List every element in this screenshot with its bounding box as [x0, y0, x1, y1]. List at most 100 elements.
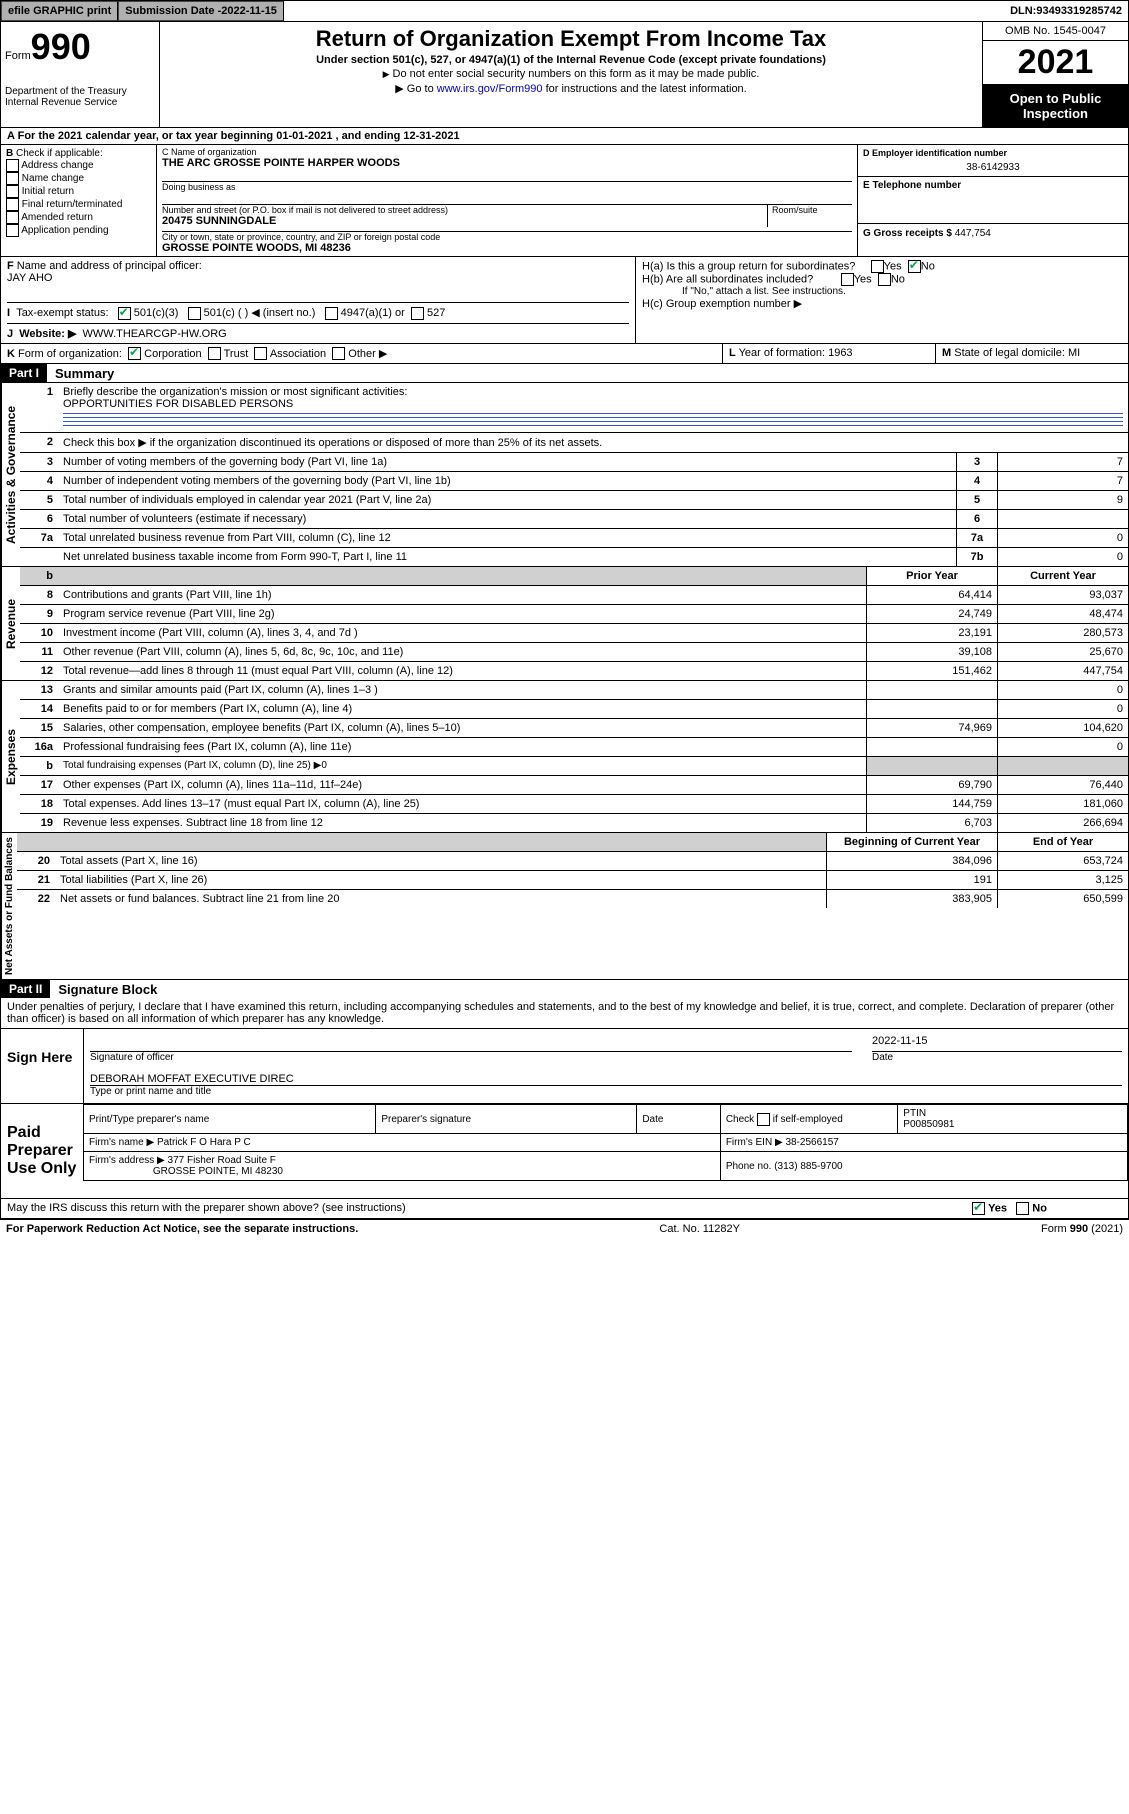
l13: Grants and similar amounts paid (Part IX… — [58, 681, 867, 700]
prep-name-label: Print/Type preparer's name — [89, 1114, 209, 1125]
l1-mission-val: OPPORTUNITIES FOR DISABLED PERSONS — [63, 398, 293, 410]
room-label: Room/suite — [772, 205, 852, 215]
cb-trust[interactable] — [208, 347, 221, 360]
officer-name: JAY AHO — [7, 272, 52, 284]
efile-btn[interactable]: efile GRAPHIC print — [1, 1, 118, 21]
cb-assoc[interactable] — [254, 347, 267, 360]
l17: Other expenses (Part IX, column (A), lin… — [58, 776, 867, 795]
l10-c: 280,573 — [998, 624, 1129, 643]
cb-other[interactable] — [332, 347, 345, 360]
l9: Program service revenue (Part VIII, line… — [58, 605, 867, 624]
l5-val: 9 — [998, 491, 1129, 510]
l13-p — [867, 681, 998, 700]
prep-date-label: Date — [642, 1114, 663, 1125]
cb-ha-no[interactable] — [908, 260, 921, 273]
prep-sig-label: Preparer's signature — [381, 1114, 471, 1125]
declaration: Under penalties of perjury, I declare th… — [1, 998, 1128, 1028]
form-number: Form990 — [5, 26, 155, 68]
cb-501c3[interactable] — [118, 307, 131, 320]
cb-amended[interactable] — [6, 211, 19, 224]
street-label: Number and street (or P.O. box if mail i… — [162, 205, 767, 215]
l15-c: 104,620 — [998, 719, 1129, 738]
cb-address-change[interactable] — [6, 159, 19, 172]
row-a-period: A For the 2021 calendar year, or tax yea… — [1, 127, 1128, 144]
l18-p: 144,759 — [867, 795, 998, 814]
i-tax-status: Tax-exempt status: — [16, 307, 108, 319]
goto-link: ▶ Go to www.irs.gov/Form990 for instruct… — [168, 82, 974, 95]
prior-year-hdr: Prior Year — [867, 567, 998, 586]
e-phone-label: E Telephone number — [863, 180, 961, 191]
submission-date: Submission Date - 2022-11-15 — [118, 1, 284, 21]
cb-527[interactable] — [411, 307, 424, 320]
cb-final-return[interactable] — [6, 198, 19, 211]
begin-year-hdr: Beginning of Current Year — [827, 833, 998, 852]
cb-4947[interactable] — [325, 307, 338, 320]
self-emp: Check if self-employed — [726, 1114, 843, 1125]
cb-name-change[interactable] — [6, 172, 19, 185]
l6-val — [998, 510, 1129, 529]
h-c: H(c) Group exemption number ▶ — [642, 297, 1122, 310]
f-officer-label: Name and address of principal officer: — [17, 260, 202, 272]
l11-p: 39,108 — [867, 643, 998, 662]
gross-receipts: 447,754 — [955, 228, 991, 239]
firm-name: Patrick F O Hara P C — [157, 1137, 251, 1148]
ptin-label: PTIN — [903, 1108, 926, 1119]
cb-ha-yes[interactable] — [871, 260, 884, 273]
l15: Salaries, other compensation, employee b… — [58, 719, 867, 738]
c-name-label: C Name of organization — [162, 147, 852, 157]
form-header: Form990 Department of the Treasury Inter… — [1, 22, 1128, 127]
dln: DLN: 93493319285742 — [1004, 1, 1128, 21]
irs-label: Internal Revenue Service — [5, 97, 155, 108]
l20: Total assets (Part X, line 16) — [55, 852, 827, 871]
cb-501c[interactable] — [188, 307, 201, 320]
cb-initial-return[interactable] — [6, 185, 19, 198]
end-year-hdr: End of Year — [998, 833, 1129, 852]
l15-p: 74,969 — [867, 719, 998, 738]
side-governance: Activities & Governance — [1, 383, 20, 566]
l21-c: 3,125 — [998, 871, 1129, 890]
cb-app-pending[interactable] — [6, 224, 19, 237]
dept-treasury: Department of the Treasury — [5, 86, 155, 97]
l1-mission: Briefly describe the organization's miss… — [63, 386, 407, 398]
firm-phone: (313) 885-9700 — [774, 1161, 842, 1172]
cb-hb-no[interactable] — [878, 273, 891, 286]
cb-hb-yes[interactable] — [841, 273, 854, 286]
section-b: B Check if applicable: Address change Na… — [1, 145, 157, 256]
l7a: Total unrelated business revenue from Pa… — [58, 529, 957, 548]
irs-link[interactable]: www.irs.gov/Form990 — [437, 83, 543, 95]
l9-p: 24,749 — [867, 605, 998, 624]
l14: Benefits paid to or for members (Part IX… — [58, 700, 867, 719]
l5: Total number of individuals employed in … — [58, 491, 957, 510]
l2-checkbox: Check this box ▶ if the organization dis… — [58, 433, 1128, 453]
top-bar: efile GRAPHIC print Submission Date - 20… — [0, 0, 1129, 22]
cb-corp[interactable] — [128, 347, 141, 360]
l9-c: 48,474 — [998, 605, 1129, 624]
typed-label: Type or print name and title — [90, 1086, 1122, 1097]
l19-c: 266,694 — [998, 814, 1129, 833]
part-ii-header: Part II — [1, 980, 50, 998]
g-receipts-label: G Gross receipts $ — [863, 228, 952, 239]
l4-val: 7 — [998, 472, 1129, 491]
part-i-title: Summary — [47, 366, 114, 381]
l13-c: 0 — [998, 681, 1129, 700]
footer-left: For Paperwork Reduction Act Notice, see … — [6, 1223, 358, 1235]
l16a-p — [867, 738, 998, 757]
dba-label: Doing business as — [162, 182, 852, 192]
l16b-c — [998, 757, 1129, 776]
year-formation: 1963 — [828, 347, 852, 359]
part-i-header: Part I — [1, 364, 47, 382]
cb-discuss-yes[interactable] — [972, 1202, 985, 1215]
cb-self-emp[interactable] — [757, 1113, 770, 1126]
l12-p: 151,462 — [867, 662, 998, 681]
cb-discuss-no[interactable] — [1016, 1202, 1029, 1215]
l11-c: 25,670 — [998, 643, 1129, 662]
l10: Investment income (Part VIII, column (A)… — [58, 624, 867, 643]
city-label: City or town, state or province, country… — [162, 232, 852, 242]
omb-number: OMB No. 1545-0047 — [983, 22, 1128, 41]
open-public: Open to Public Inspection — [983, 85, 1128, 127]
firm-ein: 38-2566157 — [785, 1137, 838, 1148]
l20-p: 384,096 — [827, 852, 998, 871]
l20-c: 653,724 — [998, 852, 1129, 871]
l21-p: 191 — [827, 871, 998, 890]
l16a: Professional fundraising fees (Part IX, … — [58, 738, 867, 757]
